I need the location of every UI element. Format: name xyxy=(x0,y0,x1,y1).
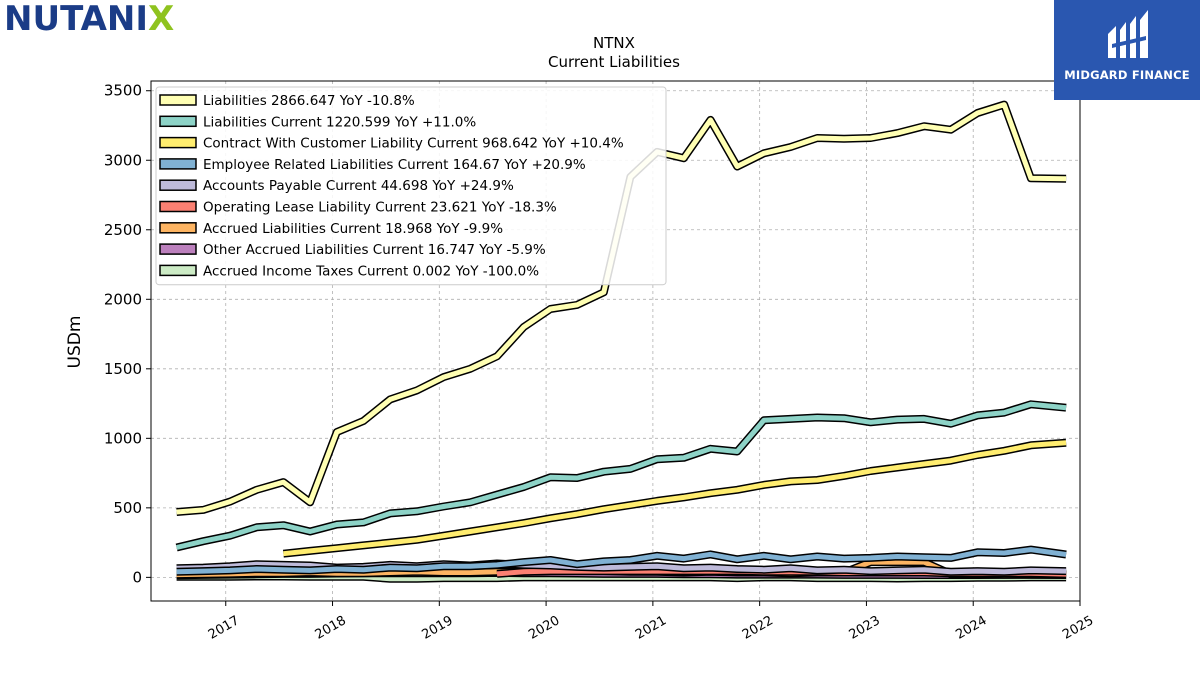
y-axis-label: USDm xyxy=(65,316,85,369)
chart-subtitle: Current Liabilities xyxy=(548,53,680,71)
legend-swatch xyxy=(159,200,197,213)
x-tick-label: 2020 xyxy=(526,613,562,643)
y-tick-label: 3500 xyxy=(104,82,142,100)
y-tick-label: 500 xyxy=(113,499,142,517)
chart-title: NTNX xyxy=(593,34,635,52)
x-tick-label: 2022 xyxy=(740,613,776,643)
series-3 xyxy=(176,545,1067,576)
x-tick-label: 2021 xyxy=(633,613,669,643)
series-line xyxy=(283,440,1067,557)
legend-label: Other Accrued Liabilities Current 16.747… xyxy=(203,242,546,258)
y-axis: 0 500 1000 1500 2000 2500 3000 3500 xyxy=(104,82,151,586)
legend-label: Liabilities Current 1220.599 YoY +11.0% xyxy=(203,114,476,130)
legend-label: Accrued Income Taxes Current 0.002 YoY -… xyxy=(203,263,539,279)
series-line-outline xyxy=(175,400,1067,552)
legend-label: Contract With Customer Liability Current… xyxy=(203,136,624,152)
legend-swatch xyxy=(159,222,197,234)
legend-label: Employee Related Liabilities Current 164… xyxy=(203,157,586,173)
legend-swatch xyxy=(159,243,197,255)
legend-swatch xyxy=(159,94,197,106)
series-1 xyxy=(175,400,1067,552)
legend-swatch xyxy=(159,158,197,170)
x-axis: 2017 2018 2019 2020 2021 2022 2023 2024 2025 xyxy=(206,601,1096,643)
legend-swatch xyxy=(159,136,197,149)
y-tick-label: 1000 xyxy=(104,429,142,447)
legend-swatch xyxy=(159,179,197,191)
x-tick-label: 2024 xyxy=(953,613,989,643)
series-line xyxy=(176,547,1067,575)
legend-swatch xyxy=(159,264,197,277)
legend: Liabilities 2866.647 YoY -10.8% Liabiliti… xyxy=(155,86,667,286)
legend-label: Accounts Payable Current 44.698 YoY +24.… xyxy=(203,178,514,194)
nutanix-logo: NUTANIX xyxy=(4,0,174,39)
midgard-finance-badge: MIDGARD FINANCE xyxy=(1054,0,1200,100)
x-tick-label: 2025 xyxy=(1060,613,1096,643)
legend-label: Liabilities 2866.647 YoY -10.8% xyxy=(203,93,415,109)
badge-label: MIDGARD FINANCE xyxy=(1064,68,1190,82)
x-tick-label: 2017 xyxy=(206,613,242,643)
series-2 xyxy=(282,438,1067,558)
series-line xyxy=(176,401,1067,550)
x-tick-label: 2023 xyxy=(847,613,883,643)
midgard-logo-icon xyxy=(1108,10,1148,58)
legend-box xyxy=(155,86,667,286)
plot-frame xyxy=(150,80,1081,602)
y-tick-label: 1500 xyxy=(104,360,142,378)
legend-label: Operating Lease Liability Current 23.621… xyxy=(203,200,557,216)
y-tick-label: 2000 xyxy=(104,290,142,308)
x-tick-label: 2018 xyxy=(313,613,349,643)
logo-text: NUTANIX xyxy=(4,0,174,39)
legend-swatch xyxy=(159,115,197,128)
legend-label: Accrued Liabilities Current 18.968 YoY -… xyxy=(203,221,503,237)
x-tick-label: 2019 xyxy=(419,613,455,643)
y-tick-label: 3000 xyxy=(104,151,142,169)
y-tick-label: 0 xyxy=(132,568,142,586)
series-layer xyxy=(175,100,1067,583)
y-tick-label: 2500 xyxy=(104,221,142,239)
